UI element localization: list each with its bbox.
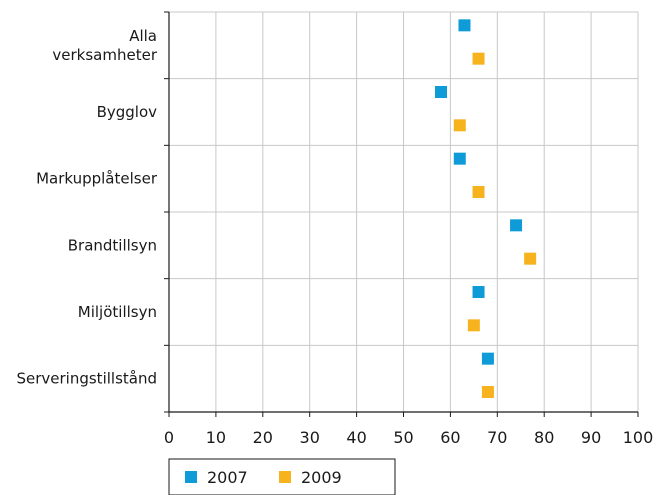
grid [169, 11, 639, 412]
legend: 2007 2009 [168, 458, 396, 495]
x-tick-label: 70 [487, 428, 507, 447]
x-tick-label: 40 [346, 428, 366, 447]
x-tick-label: 90 [581, 428, 601, 447]
point-2007-5 [481, 352, 494, 365]
point-2007-0 [458, 19, 471, 32]
axes [164, 11, 639, 417]
point-2009-4 [467, 319, 480, 332]
point-2007-3 [510, 219, 523, 232]
category-label: Alla [129, 27, 157, 45]
legend-swatch-2009 [279, 471, 291, 483]
category-label: verksamheter [52, 46, 157, 64]
category-label: Miljötillsyn [78, 303, 157, 321]
point-2007-4 [472, 286, 485, 298]
point-2009-3 [524, 252, 537, 265]
legend-swatch-2007 [185, 471, 197, 483]
x-tick-label: 80 [534, 428, 554, 447]
point-2009-5 [481, 386, 494, 398]
point-2009-2 [472, 186, 485, 198]
category-label: Brandtillsyn [68, 236, 157, 254]
x-tick-label: 20 [253, 428, 273, 447]
x-tick-label: 0 [164, 428, 174, 447]
point-2009-1 [453, 119, 466, 132]
x-tick-label: 60 [440, 428, 460, 447]
category-label: Markupplåtelser [36, 170, 158, 188]
legend-label-2007: 2007 [207, 468, 248, 487]
x-tick-label: 30 [300, 428, 320, 447]
category-label: Serveringstillstånd [16, 370, 157, 388]
x-tick-label: 10 [206, 428, 226, 447]
legend-label-2009: 2009 [301, 468, 342, 487]
x-tick-label: 100 [623, 428, 654, 447]
point-2007-2 [453, 152, 466, 165]
data-points [435, 19, 537, 398]
point-2007-1 [435, 86, 448, 98]
point-2009-0 [472, 52, 485, 65]
x-tick-labels: 0 10 20 30 40 50 60 70 80 90 100 [164, 428, 653, 447]
x-tick-label: 50 [393, 428, 413, 447]
category-label: Bygglov [97, 103, 158, 121]
